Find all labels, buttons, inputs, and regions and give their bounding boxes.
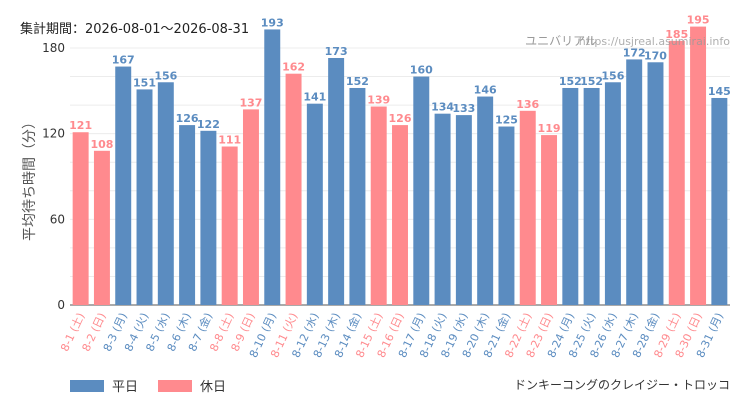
bar [349, 87, 366, 305]
legend-swatch-weekday [70, 379, 104, 392]
y-tick-label: 120 [42, 127, 65, 141]
bar [328, 57, 345, 305]
data-label: 145 [708, 85, 731, 98]
legend-label-holiday: 休日 [200, 380, 227, 395]
data-label: 111 [218, 134, 241, 147]
bar [541, 135, 558, 305]
data-label: 119 [538, 122, 561, 135]
bar [157, 82, 174, 306]
legend: 平日 休日 [70, 376, 246, 395]
data-label: 193 [261, 16, 284, 29]
y-tick-label: 0 [57, 298, 65, 312]
legend-item-holiday: 休日 [158, 376, 226, 395]
data-label: 151 [133, 76, 156, 89]
bar [647, 62, 664, 306]
data-label: 108 [90, 138, 113, 151]
data-label: 195 [687, 14, 710, 27]
data-label: 162 [282, 61, 305, 74]
data-label: 134 [431, 101, 454, 114]
data-label: 121 [69, 119, 92, 132]
bar [455, 115, 472, 305]
legend-label-weekday: 平日 [112, 380, 139, 395]
data-label: 152 [559, 75, 582, 88]
park-watermark: ユニバリアル [525, 34, 597, 48]
bar [604, 82, 621, 306]
bar [179, 125, 196, 305]
data-label: 141 [303, 91, 326, 104]
y-tick-label: 60 [50, 212, 65, 226]
bar [413, 76, 430, 305]
data-label: 172 [623, 46, 646, 59]
bar [115, 66, 132, 305]
bar [306, 103, 323, 305]
bar [668, 40, 685, 305]
bar [392, 125, 408, 305]
data-label: 156 [154, 69, 177, 82]
legend-item-weekday: 平日 [70, 376, 138, 395]
data-label: 160 [410, 64, 433, 77]
data-label: 185 [665, 28, 688, 41]
bar [562, 87, 579, 305]
bar [136, 89, 153, 306]
data-label: 156 [601, 69, 624, 82]
bar [711, 97, 728, 305]
bar [583, 87, 600, 305]
x-tick-labels: 8-1 (土)8-2 (日)8-3 (月)8-4 (火)8-5 (水)8-6 (… [58, 310, 726, 359]
bar [93, 150, 110, 305]
data-label: 133 [452, 102, 475, 115]
data-label: 167 [112, 54, 135, 67]
bar [690, 26, 707, 305]
data-labels: 1211081671511561261221111371931621411731… [69, 14, 731, 151]
data-label: 126 [389, 112, 412, 125]
data-label: 152 [580, 75, 603, 88]
bar [242, 109, 259, 306]
site-watermark: https://usjreal.asumirai.info [579, 35, 730, 48]
bar [477, 96, 494, 306]
period-label: 集計期間：2026-08-01～2026-08-31 [20, 22, 250, 37]
bar [200, 130, 217, 305]
data-label: 126 [176, 112, 199, 125]
legend-swatch-holiday [158, 379, 193, 392]
bars [72, 26, 728, 306]
bar [72, 132, 89, 305]
bar [498, 126, 515, 306]
data-label: 173 [325, 45, 348, 58]
attraction-name: ドンキーコングのクレイジー・トロッコ [513, 378, 730, 392]
data-label: 136 [516, 98, 539, 111]
y-tick-labels: 0 60 120 180 [42, 41, 65, 312]
data-label: 152 [346, 75, 369, 88]
data-label: 146 [474, 84, 497, 97]
bar [626, 59, 643, 305]
bar [434, 113, 451, 305]
data-label: 125 [495, 114, 518, 127]
y-axis-label: 平均待ち時間（分） [22, 115, 38, 241]
data-label: 139 [367, 94, 390, 107]
data-label: 122 [197, 118, 220, 131]
bar [519, 110, 536, 305]
bar [285, 73, 302, 305]
data-label: 137 [239, 96, 262, 109]
bar [370, 106, 387, 306]
y-tick-label: 180 [42, 41, 65, 55]
bar [264, 29, 281, 305]
bar [221, 146, 238, 305]
data-label: 170 [644, 49, 667, 62]
